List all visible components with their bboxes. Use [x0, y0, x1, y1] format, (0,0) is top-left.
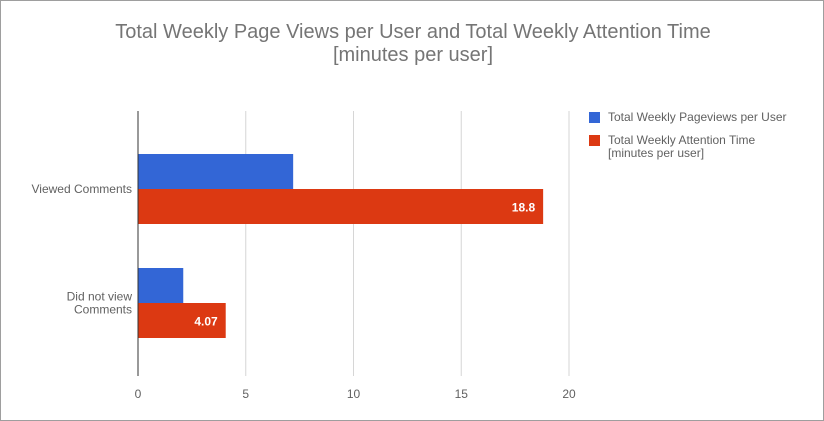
x-tick-label-20: 20 — [562, 387, 576, 401]
bar-series-1-category-0 — [138, 189, 544, 224]
legend-item-attention-time: Total Weekly Attention Time [minutes per… — [589, 134, 819, 160]
chart-title-line-1: Total Weekly Page Views per User and Tot… — [115, 21, 711, 43]
legend-label-attention-time-line-2: [minutes per user] — [608, 146, 705, 160]
category-label-1-line-0: Did not view — [67, 290, 133, 304]
legend-label-pageviews: Total Weekly Pageviews per User — [608, 110, 787, 124]
x-tick-label-15: 15 — [455, 387, 469, 401]
legend-swatch-attention-time — [589, 135, 600, 146]
category-label-1-line-1: Comments — [74, 303, 132, 317]
bar-series-0-category-1 — [138, 268, 184, 303]
bar-series-0-category-0 — [138, 154, 294, 189]
x-tick-label-0: 0 — [135, 387, 142, 401]
legend-item-pageviews: Total Weekly Pageviews per User — [589, 111, 819, 124]
category-label-0-line-0: Viewed Comments — [32, 182, 133, 196]
data-label-series-1-category-0: 18.8 — [512, 201, 536, 215]
legend-swatch-pageviews — [589, 112, 600, 123]
x-tick-label-10: 10 — [347, 387, 361, 401]
x-tick-label-5: 5 — [242, 387, 249, 401]
data-label-series-1-category-1: 4.07 — [194, 315, 218, 329]
chart-title-line-2: [minutes per user] — [332, 44, 494, 66]
chart-title: Total Weekly Page Views per User and Tot… — [1, 21, 823, 67]
chart-legend: Total Weekly Pageviews per User Total We… — [589, 111, 819, 170]
legend-label-attention-time-line-1: Total Weekly Attention Time — [608, 133, 756, 147]
bar-series-1-category-1 — [138, 303, 226, 338]
